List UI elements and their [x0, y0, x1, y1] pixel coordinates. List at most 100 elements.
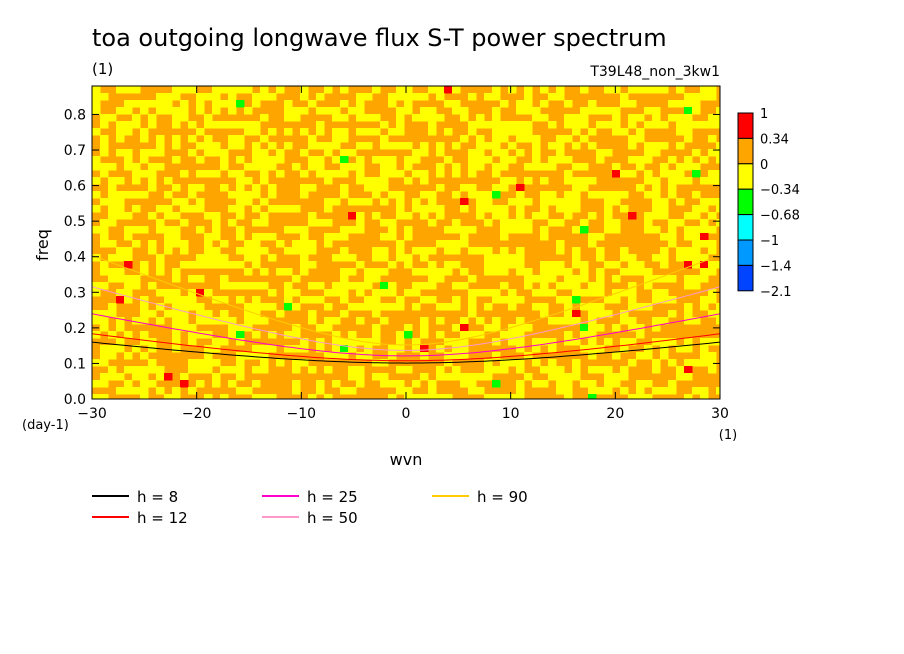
heatmap-cell: [716, 261, 720, 269]
x-axis-unit: (1): [719, 428, 737, 443]
heatmap-cell: [564, 303, 573, 311]
heatmap-cell: [396, 247, 405, 255]
heatmap-cell: [708, 135, 717, 143]
heatmap-cell: [236, 170, 245, 178]
heatmap-cell: [172, 233, 181, 241]
heatmap-cell: [276, 359, 285, 367]
heatmap-cell: [468, 387, 477, 395]
heatmap-cell: [308, 219, 317, 227]
heatmap-cell: [492, 163, 501, 171]
heatmap-cell: [308, 247, 317, 255]
heatmap-cell: [284, 247, 293, 255]
heatmap-cell: [612, 121, 621, 129]
heatmap-cell: [476, 373, 485, 381]
heatmap-cell: [628, 268, 637, 276]
heatmap-cell: [564, 296, 573, 304]
heatmap-cell: [100, 163, 109, 171]
heatmap-cell: [420, 177, 429, 185]
heatmap-cell: [156, 303, 165, 311]
heatmap-cell: [372, 114, 381, 122]
heatmap-cell: [244, 282, 253, 290]
heatmap-cell: [532, 359, 541, 367]
heatmap-cell: [692, 359, 701, 367]
heatmap-cell: [652, 366, 661, 374]
heatmap-cell: [132, 170, 141, 178]
heatmap-cell: [180, 198, 189, 206]
heatmap-cell: [364, 177, 373, 185]
heatmap-cell: [516, 219, 525, 227]
heatmap-cell: [692, 107, 701, 115]
heatmap-cell: [172, 86, 181, 94]
heatmap-cell: [388, 128, 397, 136]
heatmap-cell: [372, 156, 381, 164]
heatmap-cell: [460, 268, 469, 276]
heatmap-cell: [660, 233, 669, 241]
heatmap-cell: [316, 163, 325, 171]
heatmap-cell: [628, 338, 637, 346]
heatmap-cell: [452, 219, 461, 227]
y-tick-label: 0.4: [64, 250, 86, 266]
heatmap-cell: [636, 114, 645, 122]
heatmap-cell: [124, 387, 133, 395]
heatmap-cell: [188, 289, 197, 297]
heatmap-cell: [188, 135, 197, 143]
heatmap-cell: [684, 93, 693, 101]
y-tick-label: 0.0: [64, 392, 86, 408]
heatmap-cell: [244, 86, 253, 94]
heatmap-cell: [140, 303, 149, 311]
heatmap-cell: [364, 352, 373, 360]
heatmap-cell: [420, 142, 429, 150]
heatmap-cell: [324, 366, 333, 374]
heatmap-cell: [676, 254, 685, 262]
heatmap-cell: [332, 107, 341, 115]
heatmap-cell: [572, 205, 581, 213]
heatmap-cell: [660, 275, 669, 283]
heatmap-cell: [460, 345, 469, 353]
heatmap-cell: [484, 366, 493, 374]
heatmap-cell: [188, 121, 197, 129]
heatmap-cell: [220, 366, 229, 374]
heatmap-cell: [284, 303, 293, 311]
heatmap-cell: [532, 156, 541, 164]
heatmap-cell: [252, 219, 261, 227]
heatmap-cell: [460, 114, 469, 122]
heatmap-cell: [252, 121, 261, 129]
heatmap-cell: [308, 261, 317, 269]
heatmap-cell: [652, 107, 661, 115]
colorbar: 10.340−0.34−0.68−1−1.4−2.1: [737, 107, 800, 300]
heatmap-cell: [668, 275, 677, 283]
heatmap-cell: [156, 100, 165, 108]
heatmap-cell: [588, 380, 597, 388]
heatmap-cell: [428, 247, 437, 255]
heatmap-cell: [100, 219, 109, 227]
heatmap-cell: [164, 296, 173, 304]
heatmap-cell: [612, 86, 621, 94]
heatmap-cell: [404, 324, 413, 332]
heatmap-cell: [100, 310, 109, 318]
heatmap-cell: [164, 233, 173, 241]
heatmap-cell: [524, 226, 533, 234]
heatmap-cell: [388, 345, 397, 353]
heatmap-cell: [340, 289, 349, 297]
heatmap-cell: [540, 261, 549, 269]
heatmap-cell: [172, 198, 181, 206]
heatmap-cell: [428, 275, 437, 283]
heatmap-cell: [612, 380, 621, 388]
heatmap-cell: [124, 261, 133, 269]
heatmap-cell: [556, 142, 565, 150]
heatmap-cell: [372, 86, 381, 94]
heatmap-cell: [284, 296, 293, 304]
heatmap-cell: [92, 100, 101, 108]
heatmap-cell: [468, 289, 477, 297]
heatmap-cell: [556, 86, 565, 94]
heatmap-cell: [364, 275, 373, 283]
heatmap-cell: [356, 380, 365, 388]
heatmap-cell: [484, 142, 493, 150]
heatmap-cell: [124, 233, 133, 241]
heatmap-cell: [700, 275, 709, 283]
heatmap-cell: [644, 212, 653, 220]
heatmap-cell: [420, 373, 429, 381]
heatmap-cell: [348, 226, 357, 234]
heatmap-cell: [708, 359, 717, 367]
heatmap-cell: [572, 128, 581, 136]
